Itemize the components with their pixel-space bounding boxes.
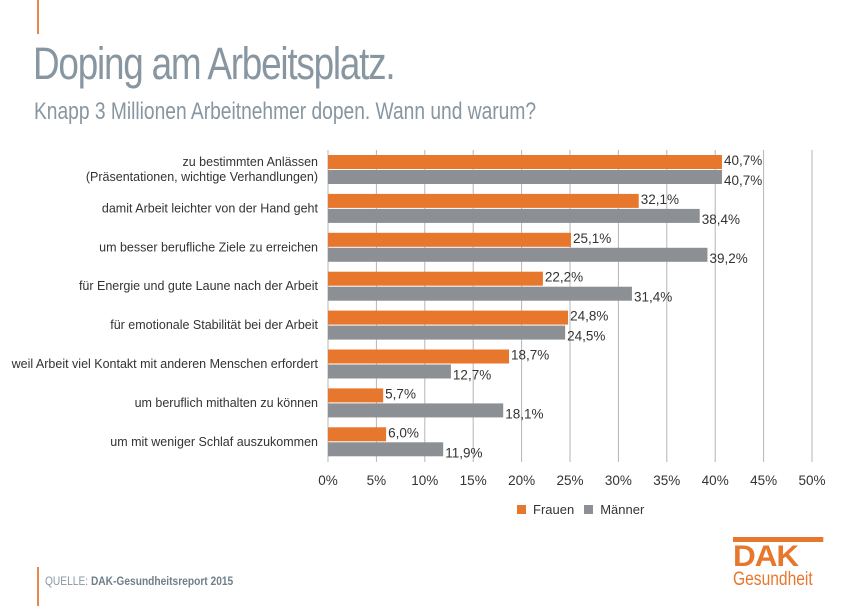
bar-frauen <box>328 193 639 208</box>
legend-swatch-frauen <box>517 505 526 514</box>
x-tick-label: 45% <box>750 473 777 488</box>
source-text: DAK-Gesundheitsreport 2015 <box>90 574 234 588</box>
accent-line-bottom <box>37 567 39 606</box>
category-label: um beruflich mithalten zu können <box>135 396 318 410</box>
data-label: 5,7% <box>385 386 416 401</box>
data-label: 22,2% <box>545 270 583 285</box>
bar-frauen <box>328 271 543 286</box>
data-label: 40,7% <box>724 173 762 188</box>
x-tick-label: 5% <box>367 473 387 488</box>
data-label: 24,8% <box>570 309 608 324</box>
data-label: 40,7% <box>724 153 762 168</box>
x-tick-label: 20% <box>508 473 535 488</box>
bar-männer <box>328 170 722 184</box>
x-tick-label: 30% <box>605 473 632 488</box>
bar-männer <box>328 286 632 301</box>
bar-männer <box>328 364 451 379</box>
legend-label-frauen: Frauen <box>533 502 575 517</box>
data-label: 12,7% <box>453 368 491 383</box>
bar-frauen <box>328 349 510 364</box>
bar-männer <box>328 208 700 223</box>
bar-frauen <box>328 427 387 442</box>
bar-frauen <box>328 232 571 247</box>
x-tick-label: 15% <box>460 473 487 488</box>
bar-frauen <box>328 310 569 325</box>
data-label: 18,1% <box>505 406 543 421</box>
dak-logo: DAK Gesundheit <box>733 537 830 591</box>
data-label: 25,1% <box>573 231 611 246</box>
source-label: QUELLE: <box>45 574 89 588</box>
bar-männer <box>328 403 504 418</box>
category-label: für Energie und gute Laune nach der Arbe… <box>79 279 319 293</box>
data-label: 38,4% <box>702 212 740 227</box>
category-label: um mit weniger Schlaf auszukommen <box>110 435 318 449</box>
bar-männer <box>328 442 444 457</box>
x-tick-label: 50% <box>798 473 825 488</box>
data-label: 32,1% <box>641 192 679 207</box>
category-label: zu bestimmten Anlässen <box>183 155 319 169</box>
legend-swatch-maenner <box>584 505 594 514</box>
category-label: um besser berufliche Ziele zu erreichen <box>99 240 318 254</box>
source-note: QUELLE: DAK-Gesundheitsreport 2015 <box>45 574 233 588</box>
x-tick-label: 10% <box>411 473 438 488</box>
x-tick-label: 25% <box>556 473 583 488</box>
category-label: (Präsentationen, wichtige Verhandlungen) <box>86 170 318 184</box>
page-title: Doping am Arbeitsplatz. <box>33 38 396 89</box>
category-label: weil Arbeit viel Kontakt mit anderen Men… <box>11 357 319 371</box>
category-label: damit Arbeit leichter von der Hand geht <box>102 201 319 215</box>
data-label: 6,0% <box>388 425 419 440</box>
data-label: 31,4% <box>634 290 672 305</box>
data-label: 11,9% <box>445 445 482 460</box>
x-tick-label: 35% <box>653 473 680 488</box>
logo-gesundheit: Gesundheit <box>733 569 813 590</box>
x-tick-label: 0% <box>318 473 338 488</box>
accent-line-top <box>37 0 39 34</box>
page-subtitle: Knapp 3 Millionen Arbeitnehmer dopen. Wa… <box>34 98 536 125</box>
bar-frauen <box>328 155 722 169</box>
data-label: 18,7% <box>511 348 549 363</box>
category-label: für emotionale Stabilität bei der Arbeit <box>110 318 318 332</box>
data-label: 24,5% <box>567 329 605 344</box>
x-tick-label: 40% <box>702 473 729 488</box>
logo-dak: DAK <box>733 537 824 572</box>
bar-männer <box>328 325 566 340</box>
legend: Frauen Männer <box>517 502 644 517</box>
bar-frauen <box>328 388 384 403</box>
data-label: 39,2% <box>709 251 747 266</box>
bar-männer <box>328 247 708 262</box>
legend-label-maenner: Männer <box>600 502 645 517</box>
